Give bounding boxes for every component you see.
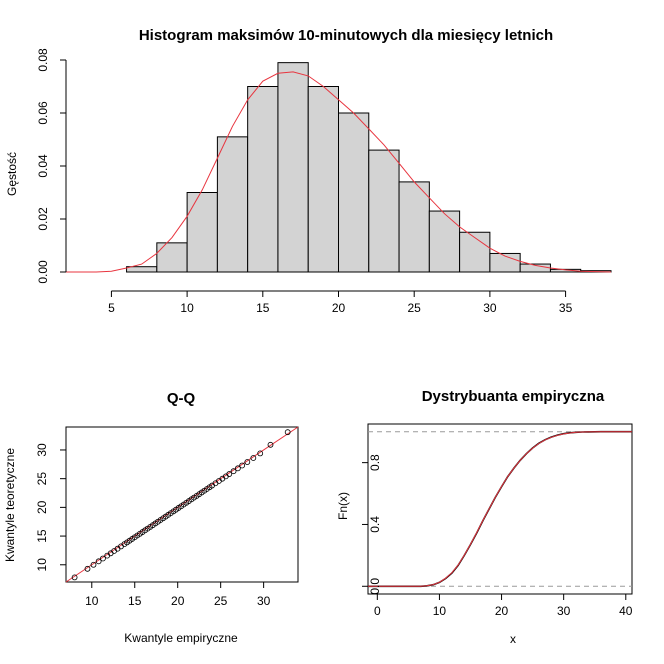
qq-plot-frame	[65, 426, 299, 583]
qq-point	[95, 558, 102, 565]
qq-x-tick-label: 30	[257, 594, 271, 608]
ecdf-x-tick-label: 10	[433, 604, 447, 618]
qq-point	[100, 555, 106, 562]
ecdf-plot-frame	[367, 423, 633, 595]
qq-point	[230, 468, 237, 475]
qq-y-tick-label: 10	[35, 558, 49, 572]
histogram-bar	[307, 86, 340, 273]
histogram-x-tick-label: 20	[332, 301, 346, 315]
ecdf-y-axis-label: Fn(x)	[336, 492, 350, 520]
qq-point	[226, 471, 233, 477]
ecdf-y-tick-label: 0.8	[368, 454, 382, 471]
histogram-bars	[126, 62, 612, 273]
ecdf-x-tick-label: 40	[619, 604, 633, 618]
ecdf-empirical-line	[368, 430, 632, 588]
histogram-y-tick-label: 0.08	[36, 48, 50, 72]
qq-y-tick-label: 20	[35, 500, 49, 514]
histogram-bar	[277, 62, 309, 273]
qq-point	[250, 455, 257, 461]
qq-x-axis: 10 15 20 25 30	[85, 582, 271, 608]
ecdf-x-tick-label: 20	[495, 604, 509, 618]
histogram-y-axis: 0.00 0.02 0.04 0.06 0.08	[36, 48, 67, 284]
qq-point	[267, 441, 274, 448]
ecdf-y-tick-label: 0.4	[368, 516, 382, 533]
histogram-bar	[186, 192, 218, 273]
ecdf-x-tick-label: 30	[557, 604, 571, 618]
histogram-y-tick-label: 0.04	[36, 154, 50, 178]
ecdf-y-tick-label: 0.0	[368, 578, 382, 595]
qq-point	[84, 565, 91, 572]
qq-title: Q-Q	[167, 390, 196, 407]
histogram-bar	[398, 181, 430, 273]
qq-y-tick-label: 30	[35, 443, 49, 457]
qq-point	[284, 429, 291, 436]
histogram-x-tick-label: 15	[256, 301, 270, 315]
histogram-title: Histogram maksimów 10-minutowych dla mie…	[139, 27, 553, 44]
qq-panel: Q-Q Kwantyle empiryczne Kwantyle teorety…	[3, 390, 299, 645]
histogram-bar	[156, 242, 188, 273]
histogram-bar	[247, 86, 279, 273]
ecdf-theoretical-line	[368, 431, 632, 587]
qq-point	[71, 574, 78, 581]
histogram-bar	[126, 266, 158, 273]
histogram-x-tick-label: 5	[108, 301, 115, 315]
qq-y-axis: 10 15 20 25 30	[35, 443, 66, 571]
ecdf-reference-lines	[368, 431, 632, 587]
qq-point	[234, 465, 241, 472]
ecdf-x-axis-label: x	[510, 632, 516, 646]
histogram-bar	[216, 136, 249, 273]
qq-y-tick-label: 15	[35, 529, 49, 543]
histogram-x-tick-label: 35	[559, 301, 573, 315]
qq-points	[71, 429, 291, 581]
ecdf-lines	[368, 430, 632, 588]
histogram-x-tick-label: 10	[180, 301, 194, 315]
qq-point	[244, 459, 251, 465]
histogram-bar	[368, 149, 400, 273]
histogram-y-tick-label: 0.00	[36, 260, 50, 284]
qq-point	[239, 462, 246, 469]
histogram-y-tick-label: 0.02	[36, 207, 50, 231]
qq-x-axis-label: Kwantyle empiryczne	[124, 631, 238, 645]
histogram-bar	[489, 252, 521, 273]
ecdf-x-axis: 0 10 20 30 40	[374, 594, 633, 618]
ecdf-y-axis: 0.0 0.4 0.8	[362, 454, 382, 595]
histogram-x-axis: 5 10 15 20 25 30 35	[108, 290, 573, 315]
qq-y-tick-label: 25	[35, 472, 49, 486]
histogram-bar	[338, 112, 370, 273]
histogram-x-tick-label: 30	[483, 301, 497, 315]
histogram-x-tick-label: 25	[408, 301, 422, 315]
qq-x-tick-label: 15	[128, 594, 142, 608]
histogram-bar	[428, 210, 461, 273]
histogram-density-curve	[66, 71, 612, 273]
histogram-panel: Histogram maksimów 10-minutowych dla mie…	[5, 27, 612, 315]
ecdf-title: Dystrybuanta empiryczna	[422, 388, 605, 405]
qq-point	[90, 561, 97, 568]
histogram-y-tick-label: 0.06	[36, 101, 50, 125]
ecdf-x-tick-label: 0	[374, 604, 381, 618]
qq-point	[257, 450, 264, 457]
histogram-y-axis-label: Gęstość	[5, 152, 19, 196]
ecdf-panel: Dystrybuanta empiryczna x Fn(x) 0 10 20 30 4…	[336, 388, 633, 646]
qq-x-tick-label: 20	[171, 594, 185, 608]
histogram-bar	[459, 231, 491, 273]
qq-y-axis-label: Kwantyle teoretyczne	[3, 448, 17, 562]
qq-x-tick-label: 10	[85, 594, 99, 608]
qq-x-tick-label: 25	[214, 594, 228, 608]
